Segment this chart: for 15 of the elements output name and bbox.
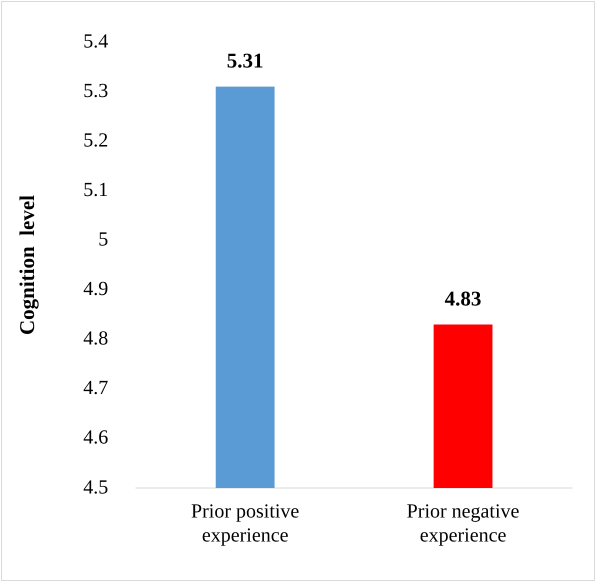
data-label: 5.31 bbox=[226, 48, 264, 73]
y-tick-label: 5.3 bbox=[83, 80, 108, 102]
y-tick-label: 4.6 bbox=[83, 426, 108, 449]
y-tick-label: 5.2 bbox=[83, 129, 108, 152]
x-tick-label: Prior negative experience bbox=[406, 500, 520, 546]
y-tick-label: 4.9 bbox=[83, 278, 108, 300]
y-tick-label: 4.8 bbox=[83, 328, 108, 350]
y-tick-label: 5.1 bbox=[83, 178, 108, 201]
x-tick-label: Prior positive experience bbox=[190, 500, 300, 546]
y-axis-title: Cognition level bbox=[15, 194, 40, 335]
y-tick-label: 5.4 bbox=[83, 30, 108, 52]
data-label: 4.83 bbox=[444, 286, 482, 310]
y-tick-label: 5 bbox=[98, 228, 108, 250]
y-tick-label: 4.7 bbox=[83, 377, 108, 400]
y-tick-label: 4.5 bbox=[83, 476, 108, 498]
